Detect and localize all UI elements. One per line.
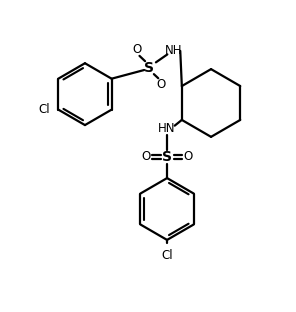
Text: Cl: Cl [161,249,173,262]
Text: O: O [156,78,165,91]
Text: O: O [184,150,193,163]
Text: O: O [141,150,151,163]
Text: S: S [144,61,155,75]
Text: HN: HN [158,122,176,135]
Text: S: S [162,150,172,164]
Text: NH: NH [165,44,183,57]
Text: Cl: Cl [38,103,50,116]
Text: O: O [133,43,142,56]
